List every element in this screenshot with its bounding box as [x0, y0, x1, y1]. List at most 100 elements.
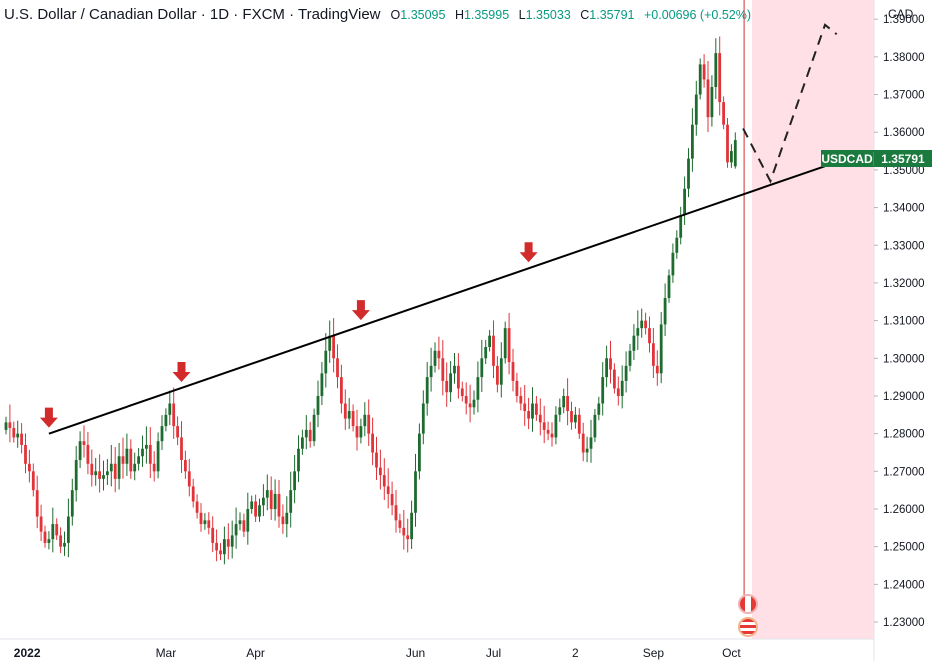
candle-body — [659, 324, 663, 374]
x-tick-label: Jun — [406, 646, 425, 660]
open-key: O — [390, 8, 401, 22]
candle-body — [667, 275, 671, 299]
candle-body — [496, 365, 499, 385]
candle-body — [265, 490, 269, 498]
candle-body — [332, 335, 335, 359]
candle-body — [312, 414, 316, 442]
candle-body — [152, 463, 156, 472]
candle-body — [148, 444, 152, 464]
candle-body — [577, 414, 581, 434]
candle-body — [730, 151, 733, 163]
candle-body — [277, 493, 281, 517]
candle-body — [488, 335, 491, 347]
candle-body — [301, 437, 304, 449]
last-price-label: USDCAD 1.35791 — [821, 150, 932, 167]
candle-body — [156, 441, 160, 472]
candle-body — [640, 320, 644, 329]
candle-body — [226, 539, 230, 547]
candle-body — [679, 215, 683, 238]
candle-body — [410, 512, 413, 540]
candle-body — [67, 516, 70, 543]
candle-body — [484, 346, 488, 359]
canada-flag-icon[interactable] — [738, 594, 758, 614]
candle-body — [714, 53, 718, 88]
candle-body — [31, 471, 35, 491]
candle-body — [609, 358, 612, 370]
candle-body — [527, 411, 530, 419]
candle-body — [238, 520, 242, 525]
low-key: L — [518, 8, 526, 22]
y-tick-label: 1.29000 — [883, 391, 925, 403]
candle-body — [589, 437, 593, 449]
y-tick-label: 1.38000 — [883, 52, 925, 64]
candle-body — [86, 444, 90, 464]
forecast-zone — [752, 0, 874, 639]
candle-body — [632, 335, 636, 351]
y-tick-label: 1.33000 — [883, 240, 925, 252]
candle-body — [47, 539, 51, 543]
candle-body — [43, 531, 47, 543]
candle-body — [624, 365, 628, 381]
candle-body — [39, 516, 43, 532]
forecast-path[interactable] — [742, 23, 838, 184]
candle-body — [230, 535, 234, 547]
candle-body — [449, 373, 452, 393]
candles-group — [4, 36, 737, 565]
candle-body — [585, 448, 589, 453]
trendline[interactable] — [48, 165, 826, 435]
candle-body — [546, 429, 550, 434]
candle-body — [250, 501, 254, 510]
candle-body — [293, 471, 296, 491]
candle-body — [4, 422, 8, 430]
y-tick-label: 1.31000 — [883, 316, 925, 328]
candle-body — [328, 335, 332, 351]
candle-body — [336, 358, 339, 378]
candle-body — [223, 539, 226, 555]
x-tick-label: Sep — [643, 646, 665, 660]
candle-body — [382, 475, 386, 487]
candle-body — [160, 426, 164, 442]
candle-body — [195, 501, 199, 513]
candle-body — [262, 497, 265, 506]
candle-body — [492, 335, 495, 366]
candle-body — [542, 422, 546, 430]
close-value: 1.35791 — [589, 8, 635, 22]
candle-body — [24, 444, 27, 464]
down-arrow-icon — [39, 407, 58, 428]
candle-body — [320, 373, 324, 396]
y-tick-label: 1.27000 — [883, 466, 925, 478]
candle-body — [117, 456, 121, 479]
candle-body — [51, 524, 55, 540]
high-value: 1.35995 — [463, 8, 510, 22]
y-tick-label: 1.25000 — [883, 542, 925, 554]
candle-body — [394, 505, 398, 521]
candle-body — [628, 350, 632, 366]
candle-body — [199, 512, 203, 525]
candle-body — [129, 448, 133, 472]
us-flag-icon[interactable] — [738, 617, 758, 637]
candle-body — [722, 102, 725, 125]
candle-body — [562, 395, 566, 408]
y-tick-label: 1.30000 — [883, 353, 925, 365]
candle-body — [718, 53, 722, 103]
candle-body — [8, 422, 12, 428]
y-tick-label: 1.24000 — [883, 579, 925, 591]
symbol-title[interactable]: U.S. Dollar / Canadian Dollar · 1D · FXC… — [4, 6, 381, 23]
candle-body — [702, 64, 706, 80]
y-tick-label: 1.26000 — [883, 504, 925, 516]
candle-body — [613, 369, 616, 389]
candle-body — [698, 64, 702, 95]
candle-body — [367, 414, 371, 434]
candle-body — [273, 493, 277, 510]
candle-body — [406, 535, 410, 540]
candle-body — [687, 158, 690, 189]
candle-body — [281, 516, 285, 525]
candle-body — [133, 463, 137, 472]
candle-body — [191, 486, 195, 502]
candle-body — [655, 365, 659, 374]
candle-body — [145, 444, 148, 449]
candle-body — [172, 403, 176, 427]
open-value: 1.35095 — [400, 8, 446, 22]
candle-body — [63, 542, 66, 547]
